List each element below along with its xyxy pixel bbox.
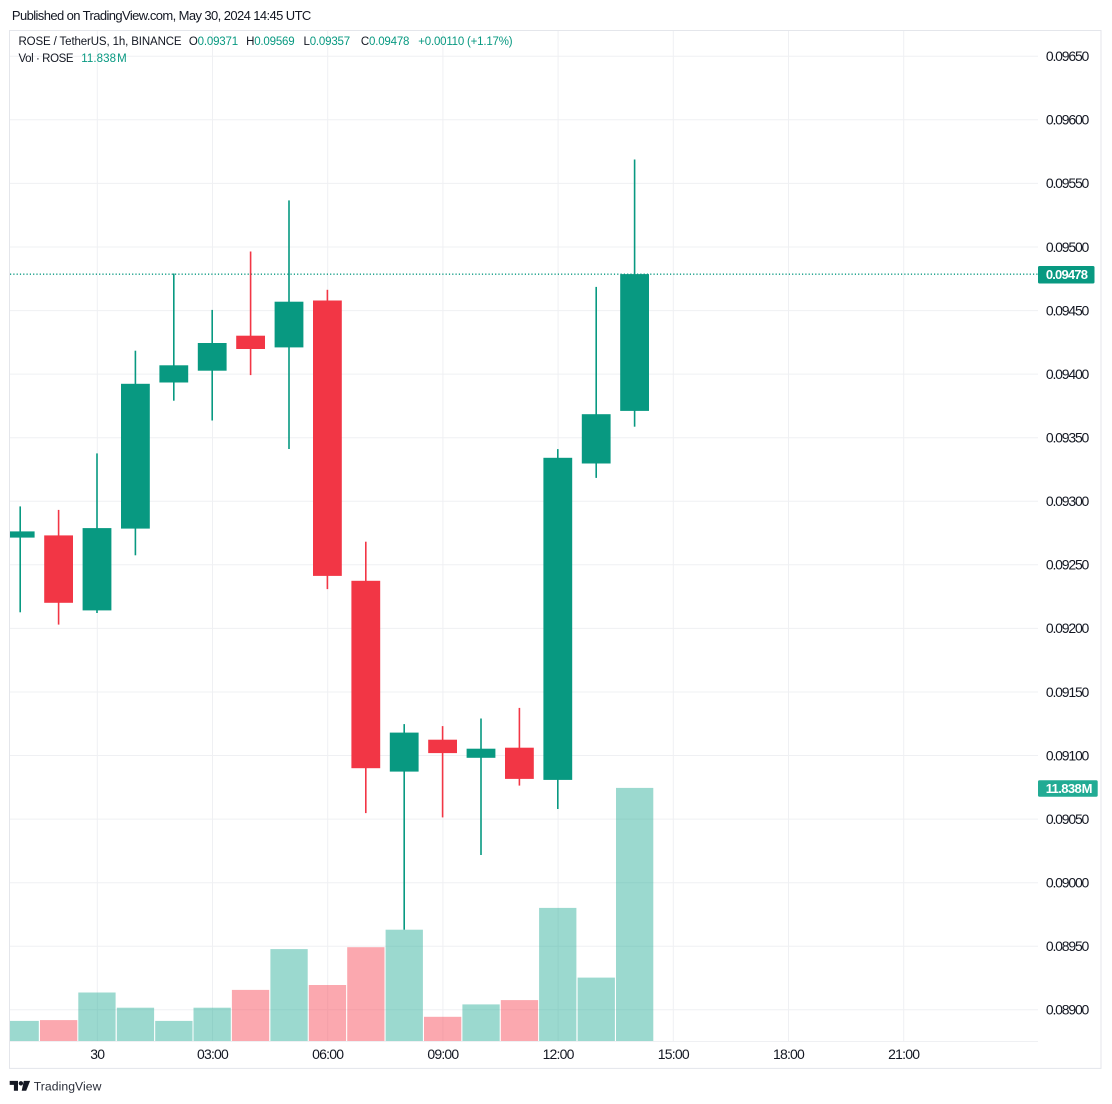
svg-text:0.09300: 0.09300 xyxy=(1046,493,1090,509)
svg-text:L0.09357: L0.09357 xyxy=(304,36,350,48)
svg-text:Published on TradingView.com,: Published on TradingView.com, May 30, 20… xyxy=(12,8,311,23)
svg-text:0.09350: 0.09350 xyxy=(1046,430,1090,446)
svg-text:21:00: 21:00 xyxy=(888,1046,920,1062)
svg-text:09:00: 09:00 xyxy=(427,1046,459,1062)
svg-text:0.09450: 0.09450 xyxy=(1046,302,1090,318)
svg-text:11.838 M: 11.838 M xyxy=(1046,781,1092,796)
svg-text:30: 30 xyxy=(90,1046,105,1062)
svg-text:0.09050: 0.09050 xyxy=(1046,811,1090,827)
svg-text:+0.00110 (+1.17%): +0.00110 (+1.17%) xyxy=(418,36,512,48)
svg-text:ROSE / TetherUS, 1h, BINANCE: ROSE / TetherUS, 1h, BINANCE xyxy=(19,36,182,48)
svg-text:C0.09478: C0.09478 xyxy=(361,36,409,48)
svg-text:O0.09371: O0.09371 xyxy=(189,36,238,48)
svg-text:0.09500: 0.09500 xyxy=(1046,239,1090,255)
svg-text:Vol · ROSE: Vol · ROSE xyxy=(19,53,74,65)
svg-text:0.09000: 0.09000 xyxy=(1046,875,1090,891)
svg-text:11.838 M: 11.838 M xyxy=(81,53,127,65)
svg-text:03:00: 03:00 xyxy=(197,1046,229,1062)
svg-text:15:00: 15:00 xyxy=(658,1046,690,1062)
svg-text:0.09650: 0.09650 xyxy=(1046,48,1090,64)
svg-text:H0.09569: H0.09569 xyxy=(246,36,294,48)
svg-text:0.09550: 0.09550 xyxy=(1046,175,1090,191)
svg-text:0.09250: 0.09250 xyxy=(1046,557,1090,573)
svg-text:0.09200: 0.09200 xyxy=(1046,620,1090,636)
svg-text:TradingView: TradingView xyxy=(34,1079,102,1093)
svg-text:0.09600: 0.09600 xyxy=(1046,112,1090,128)
svg-text:0.09150: 0.09150 xyxy=(1046,684,1090,700)
svg-text:18:00: 18:00 xyxy=(773,1046,805,1062)
svg-text:0.08950: 0.08950 xyxy=(1046,938,1090,954)
svg-text:0.08900: 0.08900 xyxy=(1046,1002,1090,1018)
svg-text:0.09400: 0.09400 xyxy=(1046,366,1090,382)
svg-text:0.09478: 0.09478 xyxy=(1046,267,1088,282)
svg-text:06:00: 06:00 xyxy=(312,1046,344,1062)
svg-text:12:00: 12:00 xyxy=(543,1046,575,1062)
svg-text:0.09100: 0.09100 xyxy=(1046,747,1090,763)
